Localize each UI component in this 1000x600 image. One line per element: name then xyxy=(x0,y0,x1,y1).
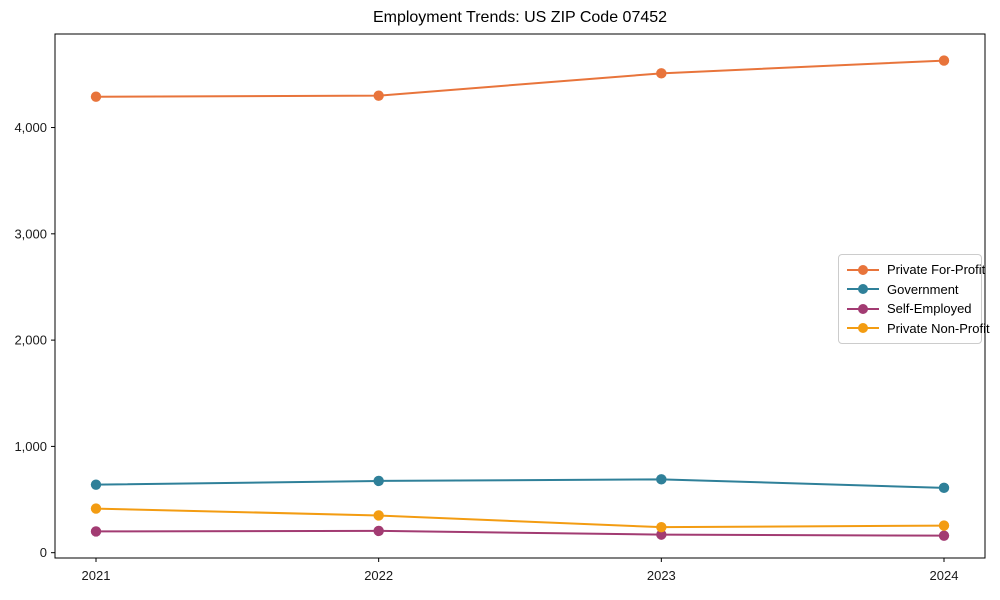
legend-item-government: Government xyxy=(847,280,973,300)
series-line xyxy=(95,507,945,529)
legend-label: Government xyxy=(887,281,959,297)
legend-label: Self-Employed xyxy=(887,301,972,317)
y-tick-label: 4,000 xyxy=(14,120,47,135)
data-point xyxy=(938,482,950,494)
y-tick-label: 2,000 xyxy=(14,333,47,348)
y-tick-label: 3,000 xyxy=(14,226,47,241)
chart-title: Employment Trends: US ZIP Code 07452 xyxy=(372,9,668,26)
series-private-non-profit xyxy=(90,503,950,533)
legend-item-private-for-profit: Private For-Profit xyxy=(847,260,985,280)
data-point xyxy=(656,474,667,485)
y-tick-label: 1,000 xyxy=(14,439,47,454)
x-tick-label: 2022 xyxy=(364,568,393,583)
y-tick-label: 0 xyxy=(40,545,47,560)
data-point xyxy=(938,530,950,541)
series-line xyxy=(95,478,945,489)
data-point xyxy=(656,529,667,540)
data-point xyxy=(90,503,102,514)
plot-border xyxy=(54,33,986,559)
legend-marker-government xyxy=(847,284,879,295)
data-point xyxy=(656,68,667,79)
x-tick-label: 2021 xyxy=(82,568,111,583)
legend-item-self-employed: Self-Employed xyxy=(847,299,973,319)
x-tick-label: 2023 xyxy=(647,568,676,583)
data-point xyxy=(373,90,384,101)
legend-item-private-non-profit: Private Non-Profit xyxy=(847,319,990,339)
series-self-employed xyxy=(90,525,950,541)
legend-marker-private-for-profit xyxy=(847,264,879,275)
data-point xyxy=(90,91,102,102)
x-tick-label: 2024 xyxy=(930,568,959,583)
series-private-for-profit xyxy=(90,55,950,102)
legend-marker-self-employed xyxy=(847,303,879,314)
x-axis: 2021 2022 2023 2024 xyxy=(82,558,959,583)
legend: Private For-Profit Government Self-Emplo… xyxy=(838,254,990,344)
y-axis: 0 1,000 2,000 3,000 4,000 xyxy=(14,120,55,560)
series-government xyxy=(90,474,950,494)
data-point xyxy=(938,520,950,531)
data-point xyxy=(656,521,667,533)
data-point xyxy=(373,475,384,487)
data-point xyxy=(90,526,102,537)
legend-marker-private-non-profit xyxy=(847,323,879,334)
data-point xyxy=(90,479,102,490)
legend-label: Private Non-Profit xyxy=(887,320,990,336)
legend-label: Private For-Profit xyxy=(887,262,986,278)
data-point xyxy=(373,510,384,521)
data-point xyxy=(938,55,950,66)
series-line xyxy=(95,59,945,98)
series-line xyxy=(95,529,945,537)
data-point xyxy=(373,525,384,537)
